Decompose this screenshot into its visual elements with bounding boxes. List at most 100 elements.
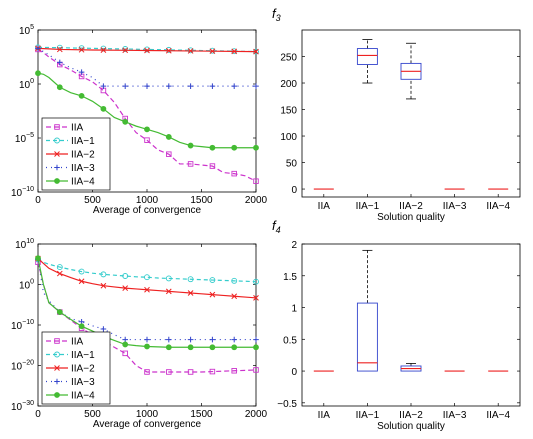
data-point	[231, 293, 238, 300]
data-point	[56, 46, 63, 53]
data-point	[253, 295, 259, 301]
y-tick-label: 10−30	[11, 400, 34, 413]
data-point	[100, 326, 107, 332]
y-tick-label: 150	[280, 106, 297, 117]
data-point	[56, 264, 63, 271]
data-point	[144, 47, 150, 54]
data-point	[35, 255, 41, 262]
data-point	[122, 273, 129, 279]
box-IIA−1	[356, 39, 378, 84]
series-line-IIA	[37, 48, 257, 182]
series-line-IIA−1	[37, 46, 257, 53]
data-point	[100, 45, 107, 52]
data-point	[122, 47, 129, 54]
boxplot-chart-f4: −0.5 0 0.5 1 1.5 2 IIA IIA−1 IIA−2 IIA−3 IIA−4 Solu…	[277, 240, 521, 432]
data-point	[231, 144, 238, 151]
series-line-IIA−2	[37, 258, 257, 299]
data-point	[78, 278, 85, 285]
box-IIA−2	[400, 42, 422, 100]
data-point	[253, 344, 259, 351]
data-point	[144, 46, 150, 53]
legend-label: IIA−1	[71, 136, 95, 147]
y-tick-label: 0.5	[283, 335, 297, 346]
x-axis-label: Average of convergence	[93, 419, 202, 430]
x-tick-label: IIA−3	[443, 410, 467, 421]
data-point	[122, 285, 129, 291]
convergence-chart-f4: 0 500 1000 1500 2000 1010 100 10−10 10−20 10−30 Av…	[11, 238, 268, 430]
y-tick-label: 100	[280, 132, 297, 143]
data-point	[166, 369, 172, 375]
y-tick-label: 10−10	[11, 186, 34, 199]
x-tick-label: IIA−2	[399, 410, 423, 421]
data-point	[187, 290, 194, 296]
plot-area	[301, 29, 521, 198]
data-point	[100, 83, 107, 89]
legend-marker	[54, 124, 60, 130]
x-tick-label: 500	[84, 409, 101, 420]
x-tick-label: 2000	[245, 195, 268, 206]
data-point	[231, 277, 238, 284]
series-line-IIA−4	[37, 258, 256, 348]
y-tick-label: 0	[291, 367, 297, 378]
f3-label: f3	[272, 6, 281, 23]
data-point	[231, 336, 237, 343]
legend-marker	[54, 338, 60, 344]
data-point	[100, 105, 107, 112]
legend-marker	[54, 392, 60, 398]
data-point	[144, 83, 150, 89]
data-point	[144, 343, 150, 350]
x-tick-label: IIA−1	[356, 201, 380, 212]
data-point	[165, 344, 172, 351]
data-point	[231, 344, 238, 351]
data-point	[166, 151, 172, 157]
data-point	[100, 47, 107, 53]
f4-label: f4	[272, 218, 281, 235]
data-point	[57, 59, 63, 66]
x-tick-label: IIA−1	[356, 410, 380, 421]
data-point	[253, 367, 259, 373]
box-IIA−1	[356, 249, 378, 372]
y-tick-label: 1.5	[283, 272, 297, 283]
data-point	[78, 45, 85, 52]
data-point	[78, 268, 85, 275]
data-point	[253, 178, 259, 184]
legend-label: IIA−2	[71, 364, 95, 375]
data-point	[187, 344, 194, 351]
x-tick-label: 1500	[190, 195, 213, 206]
y-tick-label: 105	[19, 24, 34, 37]
data-point	[253, 278, 259, 285]
data-point	[231, 83, 237, 89]
data-point	[253, 48, 259, 55]
data-point	[187, 369, 194, 375]
y-tick-label: 50	[286, 159, 298, 170]
data-point	[231, 368, 237, 374]
legend-marker	[54, 164, 60, 171]
data-point	[187, 83, 194, 89]
y-tick-label: 10−10	[11, 319, 34, 332]
data-point	[253, 336, 259, 343]
series-line-IIA−1	[37, 258, 257, 283]
data-point	[253, 83, 259, 89]
x-tick-label: IIA	[318, 201, 331, 212]
data-point	[187, 47, 194, 54]
data-point	[144, 126, 150, 133]
plot-area	[301, 243, 521, 407]
x-tick-label: 2000	[245, 409, 268, 420]
data-point	[209, 368, 216, 375]
legend-marker	[54, 137, 60, 144]
x-tick-label: 1500	[190, 409, 213, 420]
x-tick-label: IIA	[318, 410, 331, 421]
x-axis-label: Solution quality	[377, 421, 445, 432]
y-tick-label: 10−20	[11, 360, 34, 373]
data-point	[209, 291, 216, 298]
data-point	[166, 336, 172, 343]
data-point	[187, 48, 194, 54]
data-point	[165, 47, 172, 54]
iqr-box	[356, 302, 378, 372]
data-point	[231, 170, 237, 177]
data-point	[56, 309, 63, 315]
series-line-IIA−4	[37, 72, 256, 149]
y-tick-label: 100	[19, 279, 34, 292]
data-point	[122, 83, 128, 89]
